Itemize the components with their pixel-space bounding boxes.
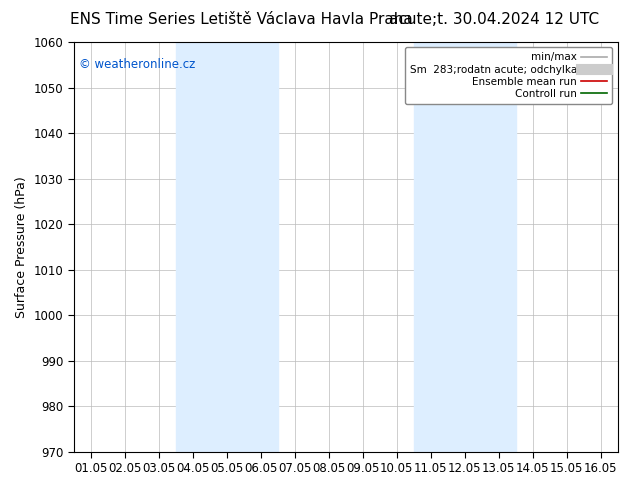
Text: © weatheronline.cz: © weatheronline.cz <box>79 58 195 72</box>
Text: ENS Time Series Letiště Václava Havla Praha: ENS Time Series Letiště Václava Havla Pr… <box>70 12 412 27</box>
Text: acute;t. 30.04.2024 12 UTC: acute;t. 30.04.2024 12 UTC <box>389 12 600 27</box>
Y-axis label: Surface Pressure (hPa): Surface Pressure (hPa) <box>15 176 28 318</box>
Bar <box>176 42 278 452</box>
Bar <box>413 42 515 452</box>
Legend: min/max, Sm  283;rodatn acute; odchylka, Ensemble mean run, Controll run: min/max, Sm 283;rodatn acute; odchylka, … <box>404 47 612 104</box>
